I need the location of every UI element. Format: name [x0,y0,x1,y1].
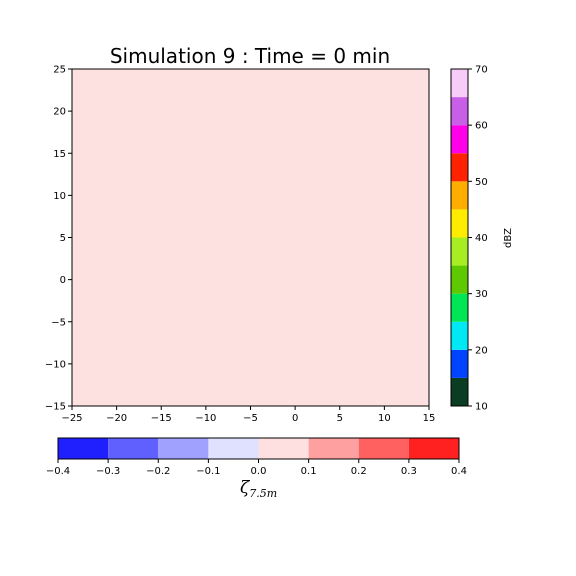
reflectivity-colorbar-tick-label: 70 [475,65,488,76]
vorticity-symbol: ζ [240,478,251,498]
vorticity-colorbar-tick-label: −0.2 [146,466,170,477]
reflectivity-colorbar-cell [451,69,468,98]
x-tick-label: −10 [195,413,216,424]
vorticity-colorbar-cell [158,438,209,459]
x-tick-label: 5 [337,413,343,424]
vorticity-colorbar-label: ζ7.5m [240,478,277,500]
reflectivity-colorbar-cell [451,293,468,322]
vorticity-colorbar-tick-label: 0.2 [351,466,367,477]
vorticity-colorbar-ticks: −0.4 −0.3 −0.2 −0.1 0.0 0.1 0.2 0.3 0.4 [46,459,467,477]
y-tick-label: 0 [60,275,66,286]
vorticity-field [72,69,429,406]
y-tick-label: 15 [53,149,66,160]
y-tick-label: −5 [51,317,66,328]
vorticity-colorbar-cells [58,438,459,459]
y-tick-label: −10 [45,359,66,370]
reflectivity-colorbar-cell [451,209,468,238]
x-tick-label: 10 [378,413,391,424]
vorticity-colorbar-tick-label: −0.3 [96,466,120,477]
x-tick-label: 0 [292,413,298,424]
vorticity-colorbar-cell [408,438,459,459]
reflectivity-colorbar-cell [451,181,468,210]
y-tick-label: 20 [53,107,66,118]
vorticity-colorbar-tick-label: 0.3 [401,466,417,477]
vorticity-colorbar-cell [58,438,109,459]
reflectivity-colorbar-cell [451,237,468,266]
vorticity-colorbar-cell [358,438,409,459]
reflectivity-colorbar-label: dBZ [503,228,514,248]
y-tick-label: −15 [45,402,66,413]
vorticity-colorbar-cell [308,438,359,459]
vorticity-colorbar-tick-label: −0.4 [46,466,70,477]
main-plot: −25 −20 −15 −10 −5 0 5 10 15 −15 −10 −5 0 5 10 15 20 25 [45,65,435,425]
reflectivity-colorbar: 10 20 30 40 50 60 70 dBZ [450,65,514,413]
reflectivity-colorbar-cell [451,349,468,378]
reflectivity-colorbar-cell [451,377,468,406]
vorticity-colorbar-tick-label: 0.4 [451,466,467,477]
vorticity-colorbar-tick-label: −0.1 [196,466,220,477]
reflectivity-colorbar-tick-label: 10 [475,402,488,413]
reflectivity-colorbar-cell [451,265,468,294]
y-tick-label: 25 [53,65,66,76]
vorticity-colorbar-tick-label: 0.0 [251,466,267,477]
reflectivity-colorbar-tick-label: 30 [475,289,488,300]
reflectivity-colorbar-ticks: 10 20 30 40 50 60 70 [468,65,488,413]
vorticity-colorbar-cell [108,438,159,459]
reflectivity-colorbar-cell [451,97,468,126]
reflectivity-colorbar-cell [451,321,468,350]
y-tick-label: 5 [60,233,66,244]
chart-title: Simulation 9 : Time = 0 min [110,44,390,68]
x-tick-label: −15 [151,413,172,424]
vorticity-colorbar-tick-label: 0.1 [301,466,317,477]
y-axis-ticks: −15 −10 −5 0 5 10 15 20 25 [45,65,72,413]
reflectivity-colorbar-tick-label: 60 [475,121,488,132]
x-tick-label: −5 [243,413,258,424]
reflectivity-colorbar-tick-label: 20 [475,345,488,356]
reflectivity-colorbar-tick-label: 40 [475,233,488,244]
y-tick-label: 10 [53,191,66,202]
reflectivity-colorbar-cell [451,153,468,182]
reflectivity-colorbar-cell [451,125,468,154]
reflectivity-colorbar-tick-label: 50 [475,177,488,188]
vorticity-colorbar-cell [258,438,309,459]
vorticity-colorbar-cell [208,438,259,459]
x-tick-label: 15 [423,413,436,424]
vorticity-colorbar: −0.4 −0.3 −0.2 −0.1 0.0 0.1 0.2 0.3 0.4 ζ7.5m [46,437,467,500]
x-tick-label: −20 [106,413,127,424]
reflectivity-colorbar-cells [451,69,468,406]
vorticity-subscript: 7.5m [249,487,277,500]
x-tick-label: −25 [61,413,82,424]
x-axis-ticks: −25 −20 −15 −10 −5 0 5 10 15 [61,406,435,424]
